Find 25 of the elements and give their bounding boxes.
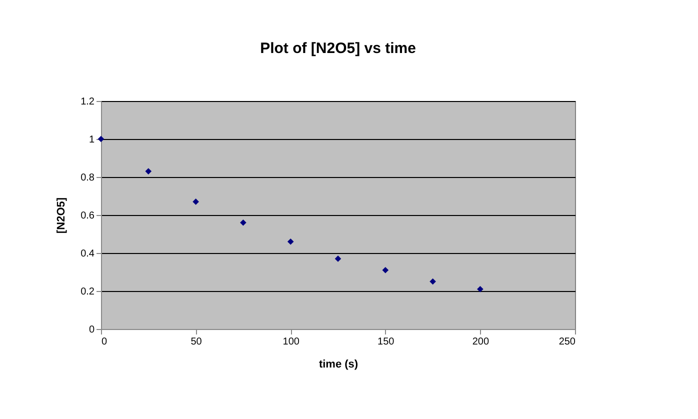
point — [98, 136, 104, 142]
x-tick-label: 100 — [282, 336, 300, 348]
point — [430, 278, 436, 285]
y-tick-label: 0 — [88, 324, 95, 336]
y-tick-label: 0.4 — [80, 248, 95, 260]
x-tick-label: 0 — [102, 336, 108, 348]
point — [145, 168, 152, 174]
y-tick-label: 0.6 — [80, 210, 95, 222]
point — [192, 198, 199, 205]
x-tick-label: 250 — [558, 336, 576, 348]
chart-title: Plot of [N2O5] vs time — [260, 40, 416, 57]
y-tick-label: 1.2 — [80, 96, 95, 108]
y-axis-title: [N2O5] — [56, 197, 68, 234]
point — [287, 238, 294, 245]
y-tick-label: 1 — [88, 134, 95, 146]
x-axis-title: time (s) — [318, 358, 358, 370]
x-tick-label: 200 — [472, 336, 490, 348]
y-tick-label: 0.2 — [80, 286, 95, 298]
point — [334, 256, 342, 262]
x-tick-label: 50 — [190, 336, 202, 348]
point — [240, 219, 246, 226]
point — [382, 266, 389, 274]
y-tick-label: 0.8 — [80, 172, 95, 184]
x-tick-label: 150 — [378, 336, 395, 348]
point — [477, 286, 484, 292]
